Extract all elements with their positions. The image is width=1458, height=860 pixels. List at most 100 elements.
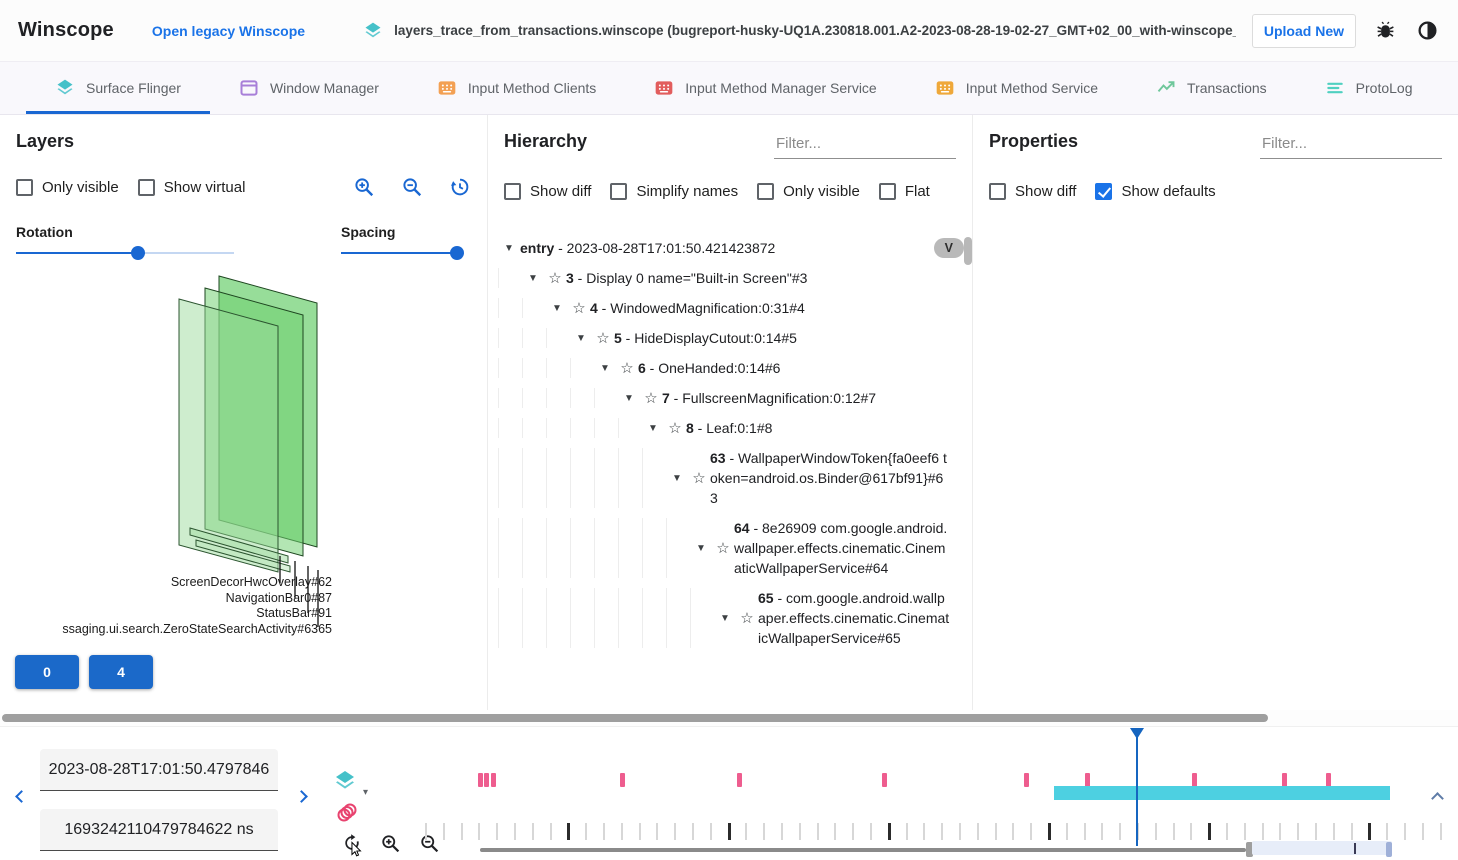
tree-node-65[interactable]: ▼ ☆ 65 - com.google.android.wallpaper.effe… xyxy=(498,583,964,653)
trace-entry-tick[interactable] xyxy=(959,823,961,840)
transition-marker[interactable] xyxy=(737,773,742,787)
tab-tra[interactable]: Tra xyxy=(1441,62,1458,114)
trace-entry-tick[interactable] xyxy=(745,823,748,840)
trace-entry-tick[interactable] xyxy=(496,823,499,840)
trace-entry-tick[interactable] xyxy=(531,823,534,840)
collapse-arrow-icon[interactable]: ▼ xyxy=(552,302,562,314)
transition-marker[interactable] xyxy=(1192,773,1197,787)
timeline-zoom-mark[interactable] xyxy=(1354,843,1356,854)
hierarchy-checkbox-flat[interactable]: Flat xyxy=(878,183,930,200)
pin-star-icon[interactable]: ☆ xyxy=(548,270,562,287)
trace-entry-tick[interactable] xyxy=(549,823,552,840)
timeline-zoom-in-icon[interactable] xyxy=(380,833,401,859)
properties-checkbox-show-defaults[interactable]: Show defaults xyxy=(1095,183,1216,200)
trace-entry-tick[interactable] xyxy=(941,823,944,840)
trace-entry-tick[interactable] xyxy=(656,823,659,840)
trace-entry-tick[interactable] xyxy=(727,823,731,840)
trace-entry-tick[interactable] xyxy=(1208,823,1212,840)
layers-checkbox-show-virtual[interactable]: Show virtual xyxy=(137,178,245,196)
trace-entry-tick[interactable] xyxy=(905,823,908,840)
trace-entry-tick[interactable] xyxy=(976,823,979,840)
reset-zoom-icon[interactable] xyxy=(342,833,362,858)
transition-duration-bar[interactable] xyxy=(1054,786,1390,800)
transition-marker[interactable] xyxy=(882,773,887,787)
collapse-arrow-icon[interactable]: ▼ xyxy=(576,332,586,344)
collapse-arrow-icon[interactable]: ▼ xyxy=(504,242,514,254)
collapse-arrow-icon[interactable]: ▼ xyxy=(528,272,538,284)
tab-input-method-service[interactable]: Input Method Service xyxy=(906,62,1127,114)
upload-new-button[interactable]: Upload New xyxy=(1251,13,1356,48)
surface-flinger-trace-icon[interactable] xyxy=(333,769,357,798)
trace-entry-tick[interactable] xyxy=(870,823,872,840)
transition-marker[interactable] xyxy=(1282,773,1287,787)
pin-star-icon[interactable]: ☆ xyxy=(716,540,730,557)
trace-entry-tick[interactable] xyxy=(1439,823,1442,840)
display-button-4[interactable]: 4 xyxy=(89,655,153,689)
tree-node-4[interactable]: ▼ ☆ 4 - WindowedMagnification:0:31#4 xyxy=(498,293,964,323)
collapse-timeline-button[interactable] xyxy=(1426,787,1448,809)
trace-entry-tick[interactable] xyxy=(620,823,623,840)
tree-node-entry[interactable]: ▼ entry - 2023-08-28T17:01:50.421423872 V xyxy=(498,233,964,263)
tab-protolog[interactable]: ProtoLog xyxy=(1296,62,1442,114)
trace-entry-tick[interactable] xyxy=(1172,823,1175,840)
trace-entry-tick[interactable] xyxy=(1083,823,1086,840)
trace-entry-tick[interactable] xyxy=(638,823,641,840)
hierarchy-filter-input[interactable] xyxy=(774,131,956,159)
bug-report-icon[interactable] xyxy=(1372,18,1398,44)
spacing-slider-thumb[interactable] xyxy=(450,246,465,260)
trace-entry-tick[interactable] xyxy=(674,823,677,840)
timeline-zoom-out-icon[interactable] xyxy=(419,833,440,859)
trace-entry-tick[interactable] xyxy=(585,823,588,840)
pin-star-icon[interactable]: ☆ xyxy=(740,610,754,627)
tree-node-7[interactable]: ▼ ☆ 7 - FullscreenMagnification:0:12#7 xyxy=(498,383,964,413)
tree-node-63[interactable]: ▼ ☆ 63 - WallpaperWindowToken{fa0eef6 toke… xyxy=(498,443,964,513)
timeline-cursor-handle[interactable] xyxy=(1130,728,1144,739)
hierarchy-checkbox-only-visible[interactable]: Only visible xyxy=(757,183,860,200)
collapse-arrow-icon[interactable]: ▼ xyxy=(600,362,610,374)
checkbox-box[interactable] xyxy=(137,178,155,196)
trace-entry-tick[interactable] xyxy=(1386,823,1389,840)
trace-selector-caret-icon[interactable]: ▾ xyxy=(363,787,369,798)
tab-surface-flinger[interactable]: Surface Flinger xyxy=(26,62,210,114)
trace-entry-tick[interactable] xyxy=(692,823,694,840)
zoom-in-icon[interactable] xyxy=(353,176,375,198)
transition-marker[interactable] xyxy=(1326,773,1331,787)
trace-entry-tick[interactable] xyxy=(1030,823,1033,840)
restore-icon[interactable] xyxy=(449,176,471,198)
hierarchy-scrollbar[interactable] xyxy=(964,237,972,265)
trace-entry-tick[interactable] xyxy=(798,823,801,840)
transition-marker[interactable] xyxy=(1024,773,1029,787)
tab-input-method-clients[interactable]: Input Method Clients xyxy=(408,62,625,114)
hierarchy-checkbox-show-diff[interactable]: Show diff xyxy=(504,183,591,200)
pin-star-icon[interactable]: ☆ xyxy=(620,360,634,377)
trace-entry-tick[interactable] xyxy=(834,823,837,840)
trace-entry-tick[interactable] xyxy=(1279,823,1282,840)
trace-entry-tick[interactable] xyxy=(1048,823,1051,840)
tab-transactions[interactable]: Transactions xyxy=(1127,62,1296,114)
trace-entry-tick[interactable] xyxy=(1137,823,1139,840)
trace-entry-tick[interactable] xyxy=(1404,823,1406,840)
trace-entry-tick[interactable] xyxy=(460,823,463,840)
timeline-zoom-handle-left[interactable] xyxy=(1246,842,1253,857)
trace-entry-tick[interactable] xyxy=(994,823,997,840)
properties-filter-input[interactable] xyxy=(1260,131,1442,159)
rotation-slider[interactable] xyxy=(16,244,234,262)
transitions-trace-icon[interactable] xyxy=(335,801,359,830)
layers-3d-view[interactable]: ScreenDecorHwcOverlay#62 NavigationBar0#8… xyxy=(0,265,487,650)
trace-entry-tick[interactable] xyxy=(1190,823,1193,840)
pin-star-icon[interactable]: ☆ xyxy=(572,300,586,317)
collapse-arrow-icon[interactable]: ▼ xyxy=(720,612,730,624)
trace-entry-tick[interactable] xyxy=(852,823,855,840)
tree-node-8[interactable]: ▼ ☆ 8 - Leaf:0:1#8 xyxy=(498,413,964,443)
trace-entry-tick[interactable] xyxy=(816,823,819,840)
transition-marker[interactable] xyxy=(1085,773,1090,787)
timestamp-human-field[interactable]: 2023-08-28T17:01:50.4797846 xyxy=(40,749,278,791)
trace-entry-tick[interactable] xyxy=(567,823,571,840)
display-button-0[interactable]: 0 xyxy=(15,655,79,689)
tree-node-6[interactable]: ▼ ☆ 6 - OneHanded:0:14#6 xyxy=(498,353,964,383)
trace-entry-tick[interactable] xyxy=(478,823,481,840)
trace-entry-tick[interactable] xyxy=(781,823,783,840)
pin-star-icon[interactable]: ☆ xyxy=(596,330,610,347)
transition-marker[interactable] xyxy=(620,773,625,787)
trace-entry-tick[interactable] xyxy=(514,823,516,840)
